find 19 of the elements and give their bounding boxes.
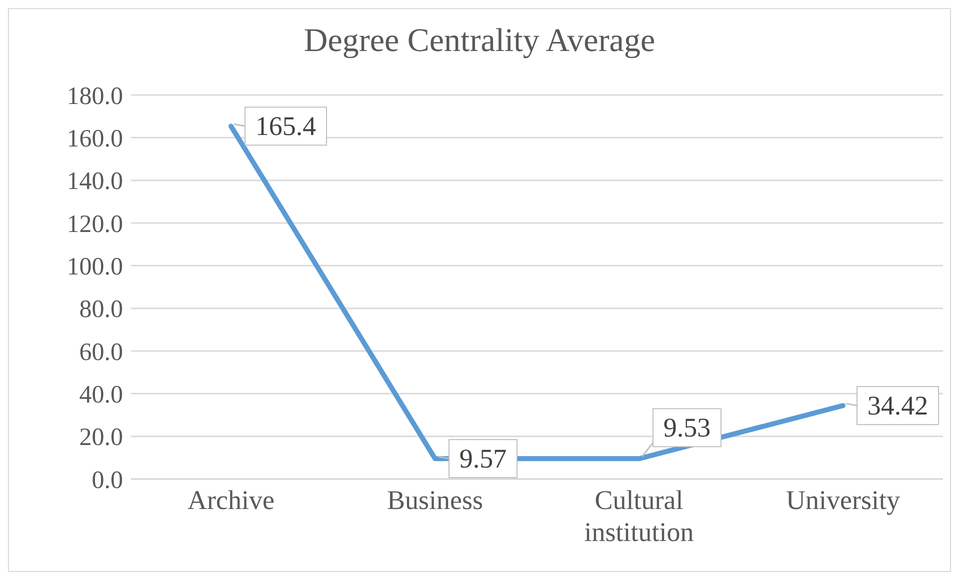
y-tick-label: 160.0 [66,126,123,153]
data-label: 165.4 [255,111,317,142]
y-tick-label: 20.0 [79,424,123,452]
x-tick-label: University [786,485,900,515]
x-tick-label: Business [386,485,484,515]
y-tick-label: 60.0 [79,338,123,366]
data-label: 9.53 [663,412,711,443]
chart-title: Degree Centrality Average [302,22,656,61]
x-tick-label: Cultural institution [584,485,694,547]
y-tick-label: 180.0 [66,82,123,110]
y-tick-label: 0.0 [92,466,123,494]
y-tick-label: 100.0 [66,254,123,281]
data-label: 34.42 [867,390,928,421]
y-tick-label: 40.0 [79,382,123,409]
x-tick-label: Archive [188,485,274,515]
y-tick-label: 120.0 [66,210,123,238]
y-tick-label: 80.0 [79,296,123,324]
data-label: 9.57 [459,444,507,474]
y-tick-label: 140.0 [66,168,123,196]
